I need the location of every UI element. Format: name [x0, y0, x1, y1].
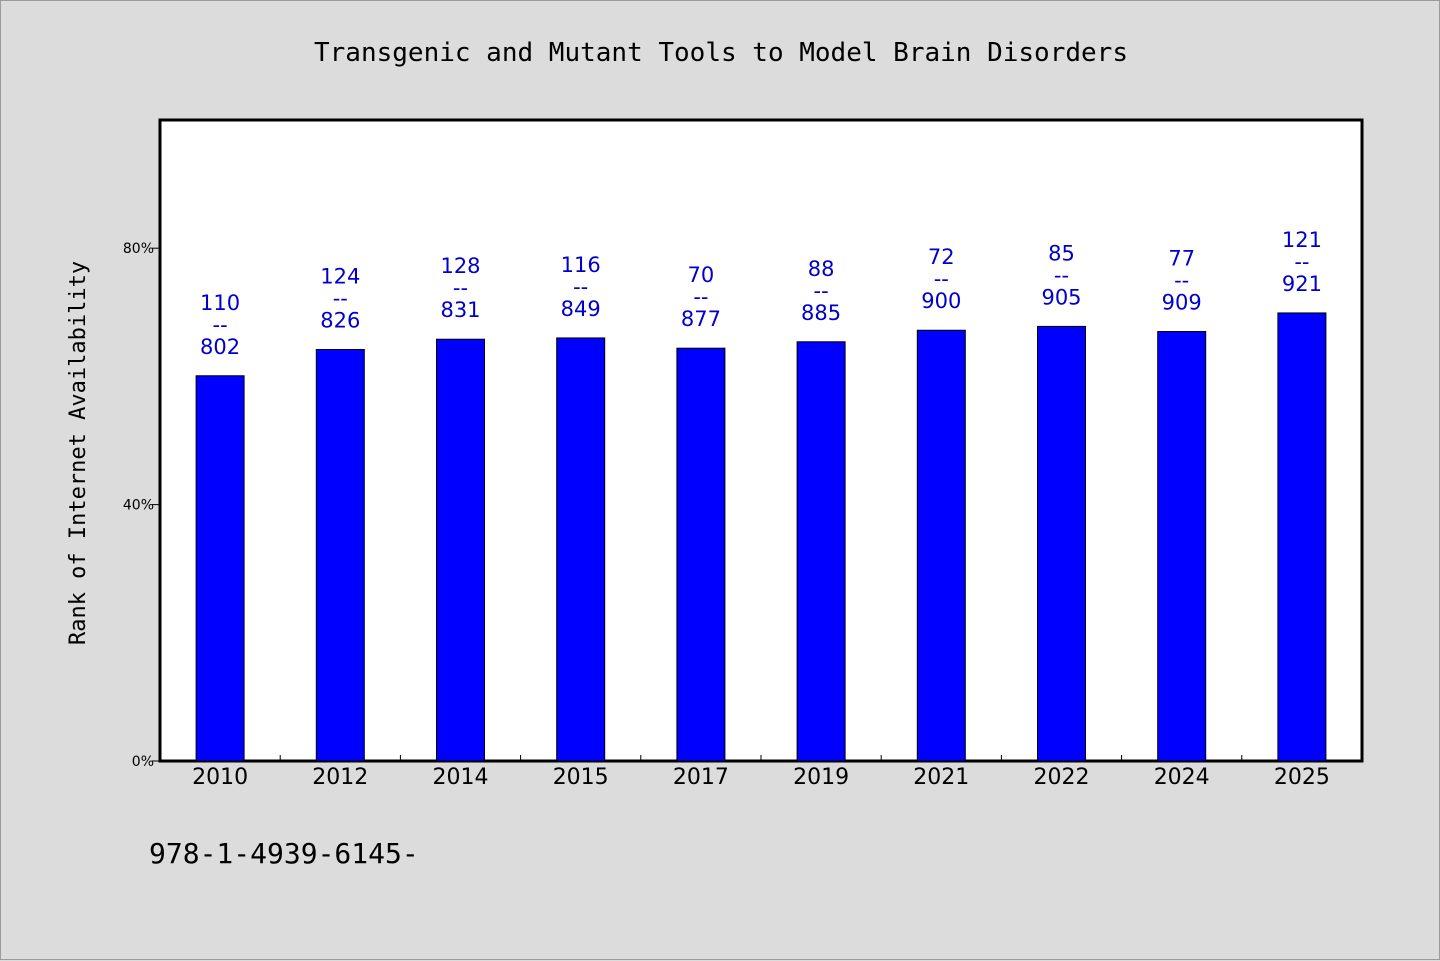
data-label-2017: 877	[681, 307, 721, 331]
y-tick-label: 40%	[123, 498, 154, 514]
x-tick-label-2015: 2015	[553, 765, 609, 790]
bar-2012	[315, 348, 365, 762]
data-label-2025: 121	[1282, 228, 1322, 252]
bar-2025	[1277, 312, 1327, 762]
bar-2015	[556, 337, 606, 762]
data-label-2010: 110	[200, 291, 240, 315]
data-label-2019: --	[814, 279, 829, 303]
data-label-2014: 831	[440, 298, 480, 322]
data-label-2010: --	[213, 313, 228, 337]
bar-2010	[195, 375, 245, 762]
chart-title: Transgenic and Mutant Tools to Model Bra…	[314, 38, 1128, 68]
x-tick-label-2022: 2022	[1034, 765, 1090, 790]
data-label-2019: 885	[801, 301, 841, 325]
data-label-2012: --	[333, 286, 348, 310]
y-tick-label: 0%	[132, 754, 154, 770]
y-tick-label: 80%	[123, 241, 154, 257]
x-tick-label-2010: 2010	[192, 765, 248, 790]
data-label-2024: --	[1174, 269, 1189, 293]
data-label-2025: --	[1294, 250, 1309, 274]
bar-2014	[436, 338, 485, 762]
data-label-2025: 921	[1282, 272, 1322, 296]
bar-2022	[1037, 325, 1086, 762]
bar-2021	[916, 329, 966, 762]
data-label-2012: 124	[320, 264, 360, 288]
data-label-2014: 128	[440, 254, 480, 278]
x-axis-ticks: 2010 2012 2014 2015 2017 2019 2021 2022 2024 2025	[192, 755, 1330, 790]
x-tick-label-2012: 2012	[312, 765, 368, 790]
bar-2019	[796, 341, 846, 762]
bar-2024	[1157, 331, 1207, 762]
data-label-2024: 77	[1168, 247, 1195, 271]
bar-2017	[676, 347, 726, 762]
y-axis-ticks: 0% 40% 80%	[123, 241, 160, 770]
data-labels-group: 110--802124--826128--831116--84970--8778…	[200, 228, 1322, 359]
x-tick-label-2014: 2014	[433, 765, 489, 790]
data-label-2021: 72	[928, 245, 955, 269]
data-label-2017: --	[693, 285, 708, 309]
data-label-2010: 802	[200, 335, 240, 359]
data-label-2021: --	[934, 267, 949, 291]
data-label-2015: 849	[561, 297, 601, 321]
x-tick-label-2025: 2025	[1274, 765, 1330, 790]
data-label-2015: --	[573, 275, 588, 299]
data-label-2022: 85	[1048, 241, 1075, 265]
data-label-2021: 900	[921, 289, 961, 313]
data-label-2024: 909	[1162, 291, 1202, 315]
x-tick-label-2019: 2019	[793, 765, 849, 790]
data-label-2022: --	[1054, 263, 1069, 287]
data-label-2012: 826	[320, 308, 360, 332]
footer-isbn: 978-1-4939-6145-	[149, 837, 419, 870]
data-label-2019: 88	[808, 257, 835, 281]
x-tick-label-2017: 2017	[673, 765, 729, 790]
data-label-2017: 70	[688, 263, 715, 287]
y-axis-label: Rank of Internet Availability	[66, 261, 91, 645]
x-tick-label-2024: 2024	[1154, 765, 1210, 790]
data-label-2022: 905	[1041, 285, 1081, 309]
data-label-2015: 116	[561, 253, 601, 277]
bars-group	[195, 312, 1327, 762]
data-label-2014: --	[453, 276, 468, 300]
x-tick-label-2021: 2021	[913, 765, 969, 790]
